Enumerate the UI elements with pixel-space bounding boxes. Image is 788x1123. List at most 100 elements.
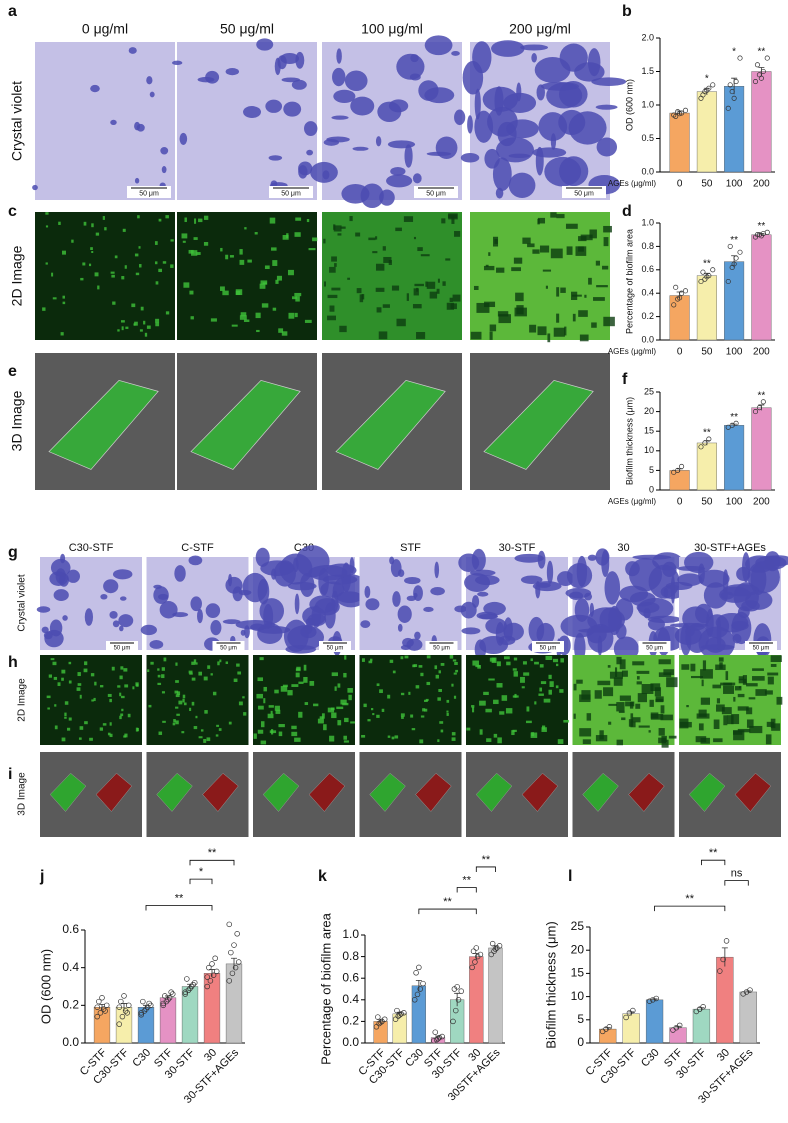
cell-dot bbox=[100, 685, 104, 688]
image-tile bbox=[359, 752, 462, 837]
cell-dot bbox=[602, 265, 609, 270]
stain-blob bbox=[719, 586, 751, 603]
bracket bbox=[189, 859, 235, 866]
cell-dot bbox=[90, 247, 93, 251]
cell-dot bbox=[608, 721, 612, 725]
cell-dot bbox=[102, 216, 105, 220]
cell-dot bbox=[523, 672, 530, 676]
stain-blob bbox=[451, 51, 460, 56]
data-point bbox=[710, 82, 716, 88]
panel-letter: b bbox=[622, 3, 632, 20]
cell-dot bbox=[136, 727, 139, 732]
cell-dot bbox=[269, 217, 276, 224]
cell-dot bbox=[563, 719, 570, 723]
biofilm-volume-red bbox=[521, 772, 559, 812]
stain-blob bbox=[584, 592, 593, 601]
cell-dot bbox=[198, 218, 203, 223]
bar bbox=[622, 1013, 640, 1044]
cell-dot bbox=[514, 307, 527, 317]
data-point bbox=[392, 1016, 399, 1022]
image-bg bbox=[35, 212, 175, 340]
row-label: 3D Image bbox=[9, 390, 25, 451]
cell-dot bbox=[403, 216, 414, 222]
scale-bar-box bbox=[319, 641, 351, 652]
data-point bbox=[706, 436, 712, 442]
stain-blob bbox=[260, 560, 295, 577]
cell-dot bbox=[143, 320, 146, 325]
data-point bbox=[414, 991, 421, 998]
cell-dot bbox=[294, 292, 302, 297]
cell-dot bbox=[603, 237, 609, 247]
bar bbox=[669, 470, 690, 491]
bracket-label: ** bbox=[482, 854, 491, 866]
data-point bbox=[676, 1022, 683, 1029]
significance: ** bbox=[757, 221, 765, 232]
data-point bbox=[144, 1004, 151, 1010]
data-point bbox=[743, 989, 750, 995]
scale-bar-box bbox=[532, 641, 564, 652]
column-header: C-STF bbox=[181, 542, 214, 554]
cell-dot bbox=[121, 320, 125, 323]
stain-blob bbox=[560, 614, 598, 638]
cell-dot bbox=[713, 719, 720, 729]
cell-dot bbox=[681, 664, 690, 670]
cell-dot bbox=[140, 306, 144, 311]
cell-dot bbox=[613, 677, 623, 686]
cell-dot bbox=[329, 305, 335, 312]
cell-dot bbox=[350, 721, 356, 724]
biofilm-volume bbox=[688, 772, 726, 812]
cell-dot bbox=[97, 285, 100, 290]
cell-dot bbox=[89, 737, 93, 741]
cell-dot bbox=[426, 681, 431, 686]
stain-blob bbox=[344, 70, 368, 92]
cell-dot bbox=[99, 727, 104, 731]
cell-dot bbox=[91, 699, 94, 702]
cell-dot bbox=[203, 215, 209, 220]
data-point bbox=[182, 989, 188, 995]
cell-dot bbox=[630, 713, 634, 723]
cell-dot bbox=[746, 683, 758, 687]
cell-dot bbox=[418, 665, 423, 668]
bracket-label: ** bbox=[175, 892, 184, 904]
data-point bbox=[630, 1007, 636, 1014]
scale-bar-label: 50 μm bbox=[139, 190, 159, 197]
data-point bbox=[185, 987, 192, 994]
column-header: 30 bbox=[617, 542, 629, 554]
cell-dot bbox=[158, 731, 163, 735]
data-point bbox=[417, 986, 423, 992]
cell-dot bbox=[184, 217, 187, 223]
column-header: 100 μg/ml bbox=[361, 21, 423, 37]
scale-bar-label: 50 μm bbox=[220, 646, 237, 652]
cell-dot bbox=[378, 331, 388, 340]
stain-blob bbox=[149, 640, 164, 649]
cell-dot bbox=[175, 706, 179, 709]
cell-dot bbox=[340, 226, 346, 229]
stain-blob bbox=[546, 560, 554, 584]
cell-dot bbox=[619, 659, 626, 670]
bar bbox=[669, 1027, 687, 1044]
data-point bbox=[727, 82, 733, 88]
stain-blob bbox=[308, 565, 348, 581]
cell-dot bbox=[203, 738, 207, 743]
data-point bbox=[138, 1011, 144, 1018]
cell-dot bbox=[607, 665, 611, 668]
cell-dot bbox=[303, 664, 307, 671]
cell-dot bbox=[134, 253, 139, 257]
y-tick-label: 5 bbox=[577, 1012, 584, 1026]
cell-dot bbox=[188, 249, 194, 254]
stain-blob bbox=[255, 547, 270, 567]
y-tick-label: 0.6 bbox=[641, 264, 654, 274]
image-tile bbox=[322, 353, 462, 490]
cell-dot bbox=[361, 658, 365, 662]
cell-dot bbox=[135, 682, 139, 687]
data-point bbox=[160, 1002, 166, 1009]
stain-blob bbox=[333, 89, 356, 103]
cell-dot bbox=[733, 730, 745, 741]
cell-dot bbox=[161, 667, 165, 671]
panel-letter: c bbox=[8, 203, 17, 220]
cell-dot bbox=[355, 232, 361, 237]
cell-dot bbox=[294, 737, 301, 742]
data-point bbox=[764, 229, 770, 235]
cell-dot bbox=[451, 683, 454, 687]
data-point bbox=[752, 79, 759, 85]
